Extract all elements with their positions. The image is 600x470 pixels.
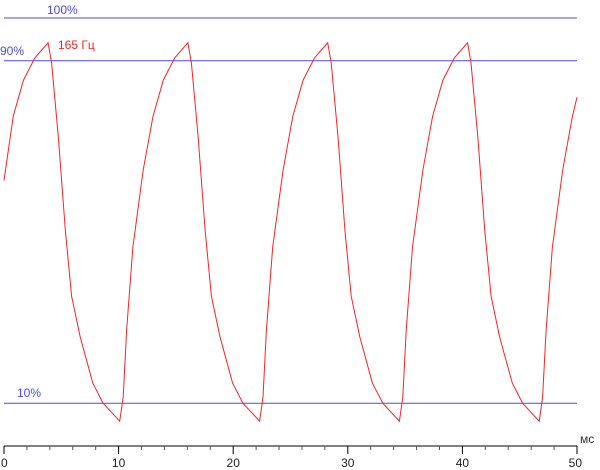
series-line <box>3 41 578 423</box>
frequency-annotation: 165 Гц <box>58 38 95 52</box>
reference-line-label: 100% <box>47 3 78 17</box>
x-tick-label: 0 <box>1 456 8 470</box>
x-tick-label: 40 <box>456 456 470 470</box>
reference-lines: 100% 90% 10% <box>0 3 577 404</box>
x-tick-label: 50 <box>569 456 583 470</box>
x-tick-label: 30 <box>341 456 355 470</box>
reference-line-label: 10% <box>17 386 41 400</box>
x-tick-label: 10 <box>112 456 126 470</box>
x-axis-label: мс <box>580 432 594 446</box>
x-axis: 0 10 20 30 40 50 <box>1 445 583 470</box>
reference-line-label: 90% <box>0 44 24 58</box>
x-tick-label: 20 <box>227 456 241 470</box>
